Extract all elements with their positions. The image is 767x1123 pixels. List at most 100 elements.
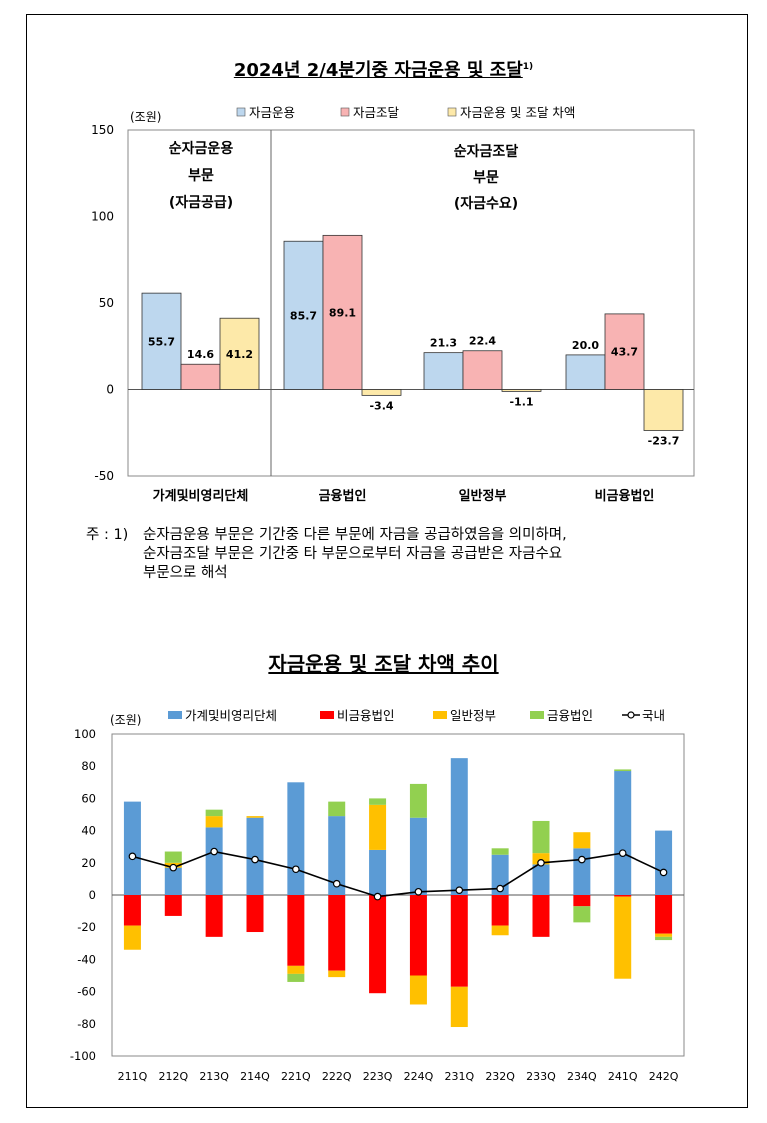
legend-label: 자금운용 및 조달 차액 — [460, 105, 575, 120]
section-left-label: 순자금운용 — [169, 141, 234, 157]
x-tick-label: 212Q — [158, 1070, 188, 1083]
bar-일반정부 — [123, 925, 141, 950]
y-tick-label: 20 — [81, 856, 96, 870]
data-label: 85.7 — [290, 309, 317, 322]
section-right-label: 순자금조달 — [454, 144, 519, 160]
legend-swatch — [168, 711, 182, 719]
bar-자금운용 및 조달 차액 — [643, 389, 684, 431]
note-line-3: 부문으로 해석 — [143, 565, 228, 581]
point-국내 — [496, 884, 504, 893]
category-label: 금융법인 — [319, 488, 367, 504]
bar-가계및비영리단체 — [328, 816, 346, 895]
point-국내 — [292, 865, 300, 874]
data-label: 21.3 — [430, 337, 457, 350]
bar-가계및비영리단체 — [164, 867, 182, 895]
section-left-label: 부문 — [188, 168, 214, 184]
legend-label: 자금운용 — [249, 105, 295, 120]
data-label: 89.1 — [329, 306, 356, 319]
chart1: (조원) 자금운용 자금조달 자금운용 및 조달 차액 -50 0 50 100 150 순자금운… — [91, 105, 695, 504]
legend-swatch — [447, 107, 457, 117]
legend-label: 일반정부 — [450, 708, 496, 723]
bar-가계및비영리단체 — [450, 758, 468, 895]
bar-일반정부 — [287, 965, 305, 974]
page-frame — [26, 14, 748, 1108]
y-tick-label: -50 — [94, 469, 114, 483]
plot-area — [127, 129, 695, 477]
bar-비금융법인 — [287, 895, 305, 966]
bar-가계및비영리단체 — [573, 848, 591, 895]
bar-일반정부 — [409, 975, 427, 1005]
note-line-1: 순자금운용 부문은 기간중 다른 부문에 자금을 공급하였음을 의미하며, — [143, 527, 567, 543]
y-tick-label: 100 — [74, 727, 96, 741]
bar-일반정부 — [532, 853, 550, 865]
bar-금융법인 — [532, 820, 550, 854]
section-right-label: 부문 — [473, 170, 499, 186]
data-label: -1.1 — [509, 395, 533, 408]
category-label: 비금융법인 — [595, 488, 655, 504]
y-tick-label: 0 — [106, 383, 114, 397]
bar-자금운용 — [141, 292, 182, 390]
category-label: 가계및비영리단체 — [153, 488, 249, 504]
x-tick-label: 233Q — [526, 1070, 556, 1083]
y-tick-label: 60 — [81, 791, 96, 805]
point-국내 — [251, 855, 259, 864]
bar-자금운용 — [565, 354, 606, 390]
bar-금융법인 — [655, 936, 673, 941]
bar-비금융법인 — [655, 895, 673, 934]
bar-일반정부 — [450, 986, 468, 1028]
bar-비금융법인 — [409, 895, 427, 976]
chart1-footnote: 주 : 1) 순자금운용 부문은 기간중 다른 부문에 자금을 공급하였음을 의미… — [86, 526, 696, 583]
bar-비금융법인 — [123, 895, 141, 926]
x-tick-label: 222Q — [322, 1070, 352, 1083]
bar-비금융법인 — [369, 895, 387, 994]
legend-marker — [627, 711, 635, 719]
legend-label: 가계및비영리단체 — [185, 708, 277, 723]
legend-swatch — [340, 107, 350, 117]
x-tick-label: 232Q — [485, 1070, 515, 1083]
point-국내 — [414, 887, 423, 896]
legend-swatch — [433, 711, 447, 719]
chart2: (조원) 가계및비영리단체 비금융법인 일반정부 금융법인 국내 -100 -80 -60 -40… — [70, 708, 685, 1083]
bar-자금운용 — [423, 352, 464, 390]
bar-가계및비영리단체 — [287, 782, 305, 895]
bar-일반정부 — [328, 970, 346, 978]
bar-비금융법인 — [246, 895, 264, 933]
legend-label: 국내 — [642, 708, 665, 723]
point-국내 — [128, 852, 137, 861]
bar-금융법인 — [369, 798, 387, 805]
legend-label: 자금조달 — [353, 105, 400, 120]
legend-swatch — [236, 107, 246, 117]
section-left-label: (자금공급) — [169, 195, 233, 211]
bar-자금운용 — [283, 240, 324, 390]
x-tick-label: 231Q — [444, 1070, 474, 1083]
bar-일반정부 — [205, 816, 223, 828]
note-line-2: 순자금조달 부문은 기간중 타 부문으로부터 자금을 공급받은 자금수요 — [143, 546, 563, 562]
x-tick-label: 214Q — [240, 1070, 270, 1083]
bar-가계및비영리단체 — [409, 817, 427, 895]
y-tick-label: 80 — [81, 759, 96, 773]
point-국내 — [210, 847, 218, 856]
bar-일반정부 — [655, 933, 673, 937]
y-tick-label: -100 — [70, 1049, 96, 1063]
bar-금융법인 — [491, 848, 509, 855]
bar-자금조달 — [462, 350, 503, 390]
bar-일반정부 — [491, 925, 509, 936]
y-tick-label: 150 — [91, 123, 114, 137]
data-label: 22.4 — [469, 335, 496, 348]
bar-가계및비영리단체 — [614, 771, 632, 895]
data-label: 14.6 — [187, 348, 214, 361]
data-label: 20.0 — [572, 339, 599, 352]
x-tick-label: 211Q — [118, 1070, 148, 1083]
category-label: 일반정부 — [459, 488, 507, 504]
bar-자금조달 — [322, 234, 363, 390]
x-tick-label: 234Q — [567, 1070, 597, 1083]
bar-비금융법인 — [205, 895, 223, 937]
y-tick-label: 0 — [89, 888, 96, 902]
bar-금융법인 — [164, 851, 182, 863]
bar-일반정부 — [246, 816, 264, 818]
point-국내 — [455, 886, 464, 894]
y-unit-label: (조원) — [110, 713, 141, 727]
point-국내 — [537, 859, 545, 867]
section-right-label: (자금수요) — [454, 196, 518, 212]
chart1-title: 2024년 2/4분기중 자금운용 및 조달1) — [233, 60, 534, 81]
